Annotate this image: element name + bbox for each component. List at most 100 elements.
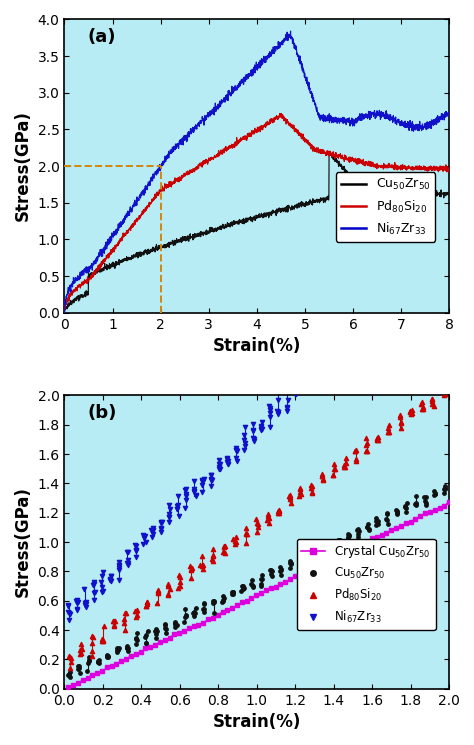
Point bbox=[306, 551, 313, 562]
Point bbox=[232, 444, 239, 456]
Point bbox=[248, 579, 256, 591]
Point bbox=[254, 525, 261, 537]
Point bbox=[287, 557, 294, 569]
Point bbox=[162, 624, 170, 635]
Point bbox=[75, 660, 83, 672]
Point bbox=[113, 646, 121, 658]
Point bbox=[233, 455, 241, 467]
Point bbox=[365, 524, 373, 536]
Point bbox=[114, 644, 122, 656]
Point bbox=[190, 484, 198, 495]
Point bbox=[124, 644, 131, 656]
Point bbox=[181, 484, 189, 496]
Point bbox=[132, 638, 140, 650]
Point bbox=[201, 598, 208, 610]
Point bbox=[264, 510, 272, 522]
Point bbox=[88, 650, 96, 662]
Point bbox=[283, 401, 291, 413]
Point bbox=[402, 502, 410, 514]
Point bbox=[219, 595, 227, 607]
Point bbox=[428, 398, 436, 410]
Point bbox=[144, 625, 151, 637]
Point bbox=[296, 555, 303, 567]
Point bbox=[164, 580, 172, 592]
Point bbox=[265, 400, 273, 412]
Point bbox=[197, 559, 204, 571]
Point bbox=[76, 644, 84, 656]
Point bbox=[297, 489, 305, 501]
Point bbox=[274, 394, 282, 406]
Point bbox=[412, 490, 419, 502]
Point bbox=[291, 377, 298, 389]
Point bbox=[99, 570, 106, 582]
Point bbox=[142, 600, 150, 612]
Point bbox=[253, 513, 260, 525]
Point bbox=[65, 669, 73, 681]
Point bbox=[330, 463, 337, 475]
Point bbox=[233, 443, 240, 454]
Point bbox=[207, 469, 215, 481]
Point bbox=[182, 490, 190, 502]
Point bbox=[115, 564, 123, 576]
Point bbox=[153, 623, 160, 635]
Point bbox=[103, 651, 111, 663]
Point bbox=[229, 586, 237, 597]
Point bbox=[98, 576, 105, 588]
Text: (b): (b) bbox=[88, 404, 117, 422]
Point bbox=[99, 586, 106, 597]
Point bbox=[406, 405, 413, 417]
Point bbox=[133, 545, 140, 557]
Point bbox=[182, 488, 190, 500]
Point bbox=[187, 564, 194, 576]
Point bbox=[267, 568, 274, 580]
Point bbox=[283, 386, 290, 398]
Point bbox=[81, 599, 89, 611]
Point bbox=[408, 405, 416, 416]
Point bbox=[91, 586, 99, 597]
Point bbox=[199, 562, 207, 574]
Point bbox=[223, 452, 231, 464]
Point bbox=[224, 455, 231, 467]
Point bbox=[221, 547, 229, 559]
Point bbox=[219, 547, 227, 559]
Point bbox=[154, 586, 162, 598]
Point bbox=[210, 550, 217, 562]
Point bbox=[188, 562, 195, 574]
Point bbox=[94, 656, 102, 668]
Point bbox=[431, 487, 439, 499]
Point bbox=[66, 671, 73, 683]
Point bbox=[104, 649, 111, 661]
Point bbox=[107, 573, 114, 585]
Point bbox=[397, 409, 404, 421]
Point bbox=[216, 463, 224, 475]
Point bbox=[140, 532, 148, 544]
Point bbox=[198, 486, 206, 498]
Point bbox=[147, 524, 155, 536]
Point bbox=[266, 422, 273, 434]
Point bbox=[106, 574, 114, 586]
Point bbox=[110, 615, 118, 627]
Point bbox=[334, 534, 341, 546]
Point bbox=[66, 666, 74, 678]
Point bbox=[210, 597, 217, 609]
Point bbox=[199, 475, 206, 486]
Point bbox=[182, 609, 190, 621]
Point bbox=[325, 540, 333, 552]
Point bbox=[182, 611, 189, 623]
Point bbox=[331, 463, 338, 475]
Point bbox=[209, 595, 217, 607]
Point bbox=[148, 531, 156, 543]
Point bbox=[232, 531, 239, 543]
Point bbox=[95, 656, 102, 668]
Point bbox=[176, 571, 184, 583]
Point bbox=[257, 424, 264, 436]
Point bbox=[80, 583, 88, 595]
Point bbox=[140, 531, 147, 543]
Point bbox=[165, 516, 173, 528]
Point bbox=[209, 555, 217, 567]
Point bbox=[154, 585, 161, 597]
Point bbox=[283, 384, 290, 396]
Point bbox=[66, 662, 74, 674]
Point bbox=[172, 621, 179, 633]
Point bbox=[431, 486, 438, 498]
